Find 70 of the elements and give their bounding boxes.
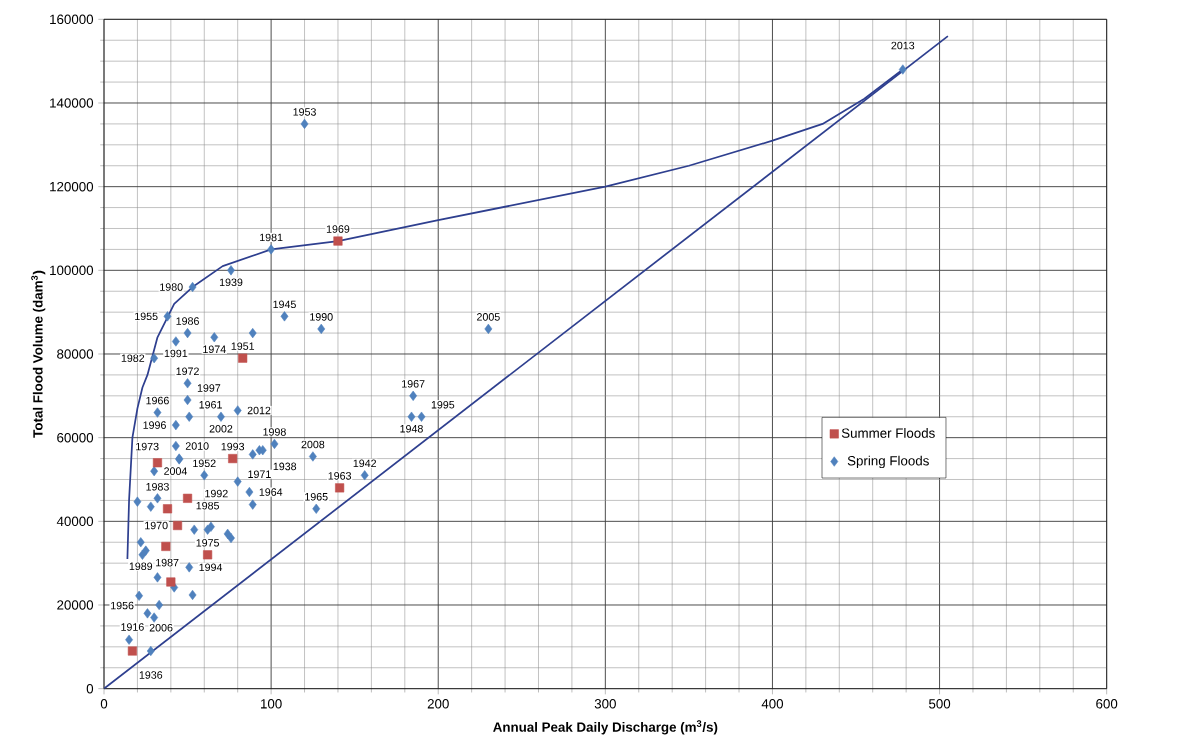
annotation: 2006 [149,623,173,632]
y-tick-label: 100000 [50,265,94,276]
annotation: 2010 [185,442,209,450]
y-tick-label: 160000 [50,14,94,25]
annotation: 1961 [199,400,222,409]
x-tick-label: 200 [427,699,449,709]
annotation: 1951 [231,342,255,350]
legend-label: Spring Floods [847,455,929,469]
annotation: 2013 [891,41,915,50]
x-axis-title: Annual Peak Daily Discharge (m$^{3}$/s) [493,720,718,735]
annotation: 1942 [353,459,377,468]
annotation: 1973 [136,442,159,451]
legend-label: Summer Floods [841,428,935,438]
annotation: 1996 [143,421,166,429]
x-tick-label: 300 [594,699,616,709]
annotation: 1995 [431,400,455,409]
annotation: 1993 [221,442,245,451]
annotation: 1936 [139,671,163,679]
annotation: 1982 [121,354,145,362]
annotation: 1992 [205,489,228,498]
annotation: 1955 [135,312,158,321]
annotation: 1972 [176,367,199,376]
x-tick-label: 500 [928,699,951,709]
annotation: 1964 [259,488,283,496]
x-tick-label: 0 [100,699,108,709]
annotation: 1970 [145,521,168,530]
annotation: 1986 [176,317,199,325]
x-tick-label: 100 [261,699,282,709]
annotation: 1989 [129,562,153,571]
annotation: 1981 [260,233,283,242]
annotation: 1952 [193,459,216,468]
annotation: 1974 [203,345,226,354]
annotation: 1967 [402,380,425,388]
annotation: 2012 [247,406,271,415]
annotation: 1983 [146,482,169,491]
annotation: 1987 [156,558,179,567]
annotation: 1975 [196,539,220,547]
annotation: 1980 [160,283,183,291]
x-tick-label: 600 [1096,699,1118,709]
annotation: 1916 [121,623,144,631]
y-axis-title: Total Flood Volume (dam$^{3}$) [31,270,46,438]
annotation: 1948 [400,424,423,433]
annotation: 1985 [196,501,220,510]
y-tick-label: 60000 [57,432,94,443]
annotation: 1969 [326,225,350,233]
annotation: 2008 [301,440,325,449]
annotation: 1953 [293,108,316,116]
annotation: 1997 [197,384,221,392]
annotation: 1991 [164,349,188,358]
y-tick-label: 40000 [56,516,94,527]
annotation: 1971 [248,470,271,478]
y-tick-label: 20000 [57,600,94,610]
annotation: 1998 [263,428,286,436]
y-tick-label: 80000 [57,349,94,359]
annotation: 1990 [310,313,333,321]
annotation: 1939 [219,278,243,287]
annotation: 1956 [111,601,134,610]
x-tick-label: 400 [761,699,784,709]
annotation: 1945 [273,300,296,309]
annotation: 2005 [477,313,500,321]
y-tick-label: 140000 [50,98,94,108]
annotation: 1963 [328,472,352,480]
annotation: 1965 [305,493,328,501]
annotation: 2002 [209,424,233,433]
y-tick-label: 120000 [50,181,94,192]
annotation: 2004 [164,467,188,475]
annotation: 1994 [199,563,223,572]
y-tick-label: 0 [86,683,94,694]
annotation: 1966 [146,396,169,405]
annotation: 1938 [273,462,297,471]
